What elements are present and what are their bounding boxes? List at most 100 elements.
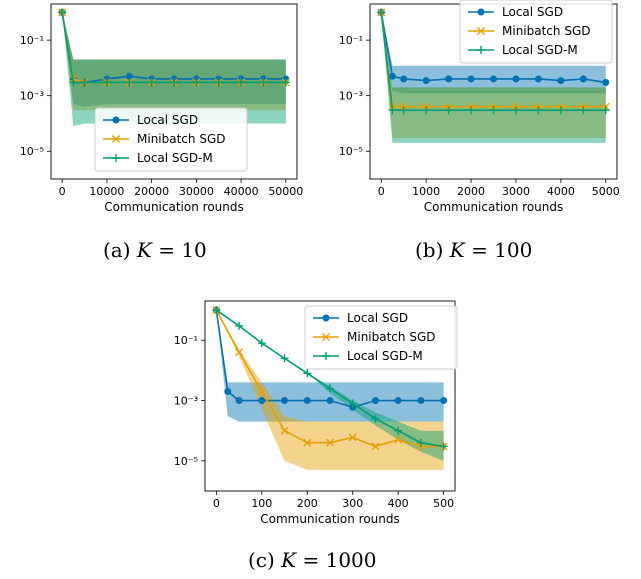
series-point-2-9 (416, 438, 425, 447)
x-tick-label-4: 400 (388, 497, 409, 510)
series-point-1-5 (326, 438, 334, 447)
series-point-2-8 (534, 106, 543, 115)
series-point-0-8 (534, 75, 542, 83)
series-point-0-9 (394, 397, 402, 405)
y-tick-label-1: 10⁻³ (20, 90, 44, 103)
legend-box (94, 107, 248, 172)
series-point-0-3 (258, 397, 266, 405)
legend: Local SGD Minibatch SGD Local SGD-M (459, 0, 613, 64)
x-axis-label: Communication rounds (424, 200, 564, 214)
series-point-2-2 (399, 106, 408, 115)
series-point-0-5 (303, 397, 311, 405)
y-tick-label-0: 10⁻¹ (20, 34, 44, 47)
series-point-1-3 (280, 426, 289, 435)
x-tick-label-1: 10000 (89, 185, 124, 198)
caption-k100: (b) K = 100 (415, 238, 532, 262)
plot-frame (50, 3, 298, 180)
series-point-0-4 (125, 72, 133, 80)
caption-k1000-var: K (281, 548, 297, 572)
band-0 (216, 310, 444, 422)
series-point-2-4 (125, 78, 134, 87)
series-point-2-4 (444, 106, 453, 115)
plot-frame (204, 300, 456, 492)
series-point-2-10 (439, 442, 448, 451)
series-point-2-7 (371, 414, 380, 423)
series-point-2-5 (147, 78, 156, 87)
series-point-0-9 (557, 77, 565, 85)
series-point-2-11 (601, 106, 610, 115)
series-point-0-5 (467, 75, 475, 83)
band-2 (62, 12, 286, 127)
x-tick-label-3: 3000 (502, 185, 530, 198)
y-tick-label-2: 10⁻⁵ (174, 455, 198, 468)
y-tick-label-0: 10⁻¹ (339, 34, 363, 47)
series-point-2-1 (235, 321, 244, 330)
series-point-1-4 (303, 438, 312, 447)
series-point-2-5 (467, 106, 476, 115)
legend-marker-1 (477, 27, 485, 35)
series-point-2-6 (489, 106, 498, 115)
legend-label-0: Local SGD (347, 311, 408, 325)
series-point-2-5 (326, 384, 334, 393)
chart-k10: 0 10000 20000 30000 40000 50000 10⁻¹ 10⁻³ 10⁻⁵ Co… (20, 3, 303, 214)
series-point-2-7 (192, 78, 201, 87)
caption-k1000-suffix: = 1000 (296, 548, 377, 572)
series-point-0-8 (371, 397, 379, 405)
series-point-2-9 (556, 106, 565, 115)
x-tick-label-1: 100 (251, 497, 272, 510)
series-point-2-7 (511, 106, 520, 115)
legend-box (304, 305, 458, 370)
series-point-2-3 (102, 78, 111, 87)
legend-label-0: Local SGD (137, 113, 198, 127)
series-point-2-0 (377, 8, 386, 17)
caption-k10-var: K (136, 238, 152, 262)
legend-marker-2 (477, 46, 485, 54)
x-tick-label-2: 200 (297, 497, 318, 510)
caption-k100-suffix: = 100 (464, 238, 533, 262)
legend-marker-0 (477, 8, 485, 16)
legend-label-0: Local SGD (502, 5, 563, 19)
chart-k100: 0 1000 2000 3000 4000 5000 10⁻¹ 10⁻³ 10⁻⁵ Communi… (339, 0, 620, 214)
chart-k1000: 0 100 200 300 400 500 10⁻¹ 10⁻³ 10⁻⁵ Communicatio… (174, 300, 458, 526)
series-point-0-2 (235, 397, 243, 405)
x-tick-label-4: 4000 (547, 185, 575, 198)
x-tick-label-0: 0 (59, 185, 66, 198)
legend-marker-2 (112, 154, 120, 162)
series-point-0-11 (602, 78, 610, 86)
series-point-0-1 (224, 387, 232, 395)
y-tick-label-1: 10⁻³ (174, 395, 198, 408)
x-tick-label-4: 40000 (224, 185, 259, 198)
y-tick-label-2: 10⁻⁵ (339, 145, 363, 158)
legend-marker-0 (322, 314, 330, 322)
caption-k10-prefix: (a) (103, 238, 137, 262)
plot-area (212, 306, 448, 470)
series-point-2-8 (214, 78, 223, 87)
series-point-1-1 (235, 348, 244, 357)
series-point-2-10 (259, 78, 268, 87)
series-point-2-8 (394, 426, 403, 435)
x-tick-label-1: 1000 (412, 185, 440, 198)
series-point-2-10 (579, 106, 588, 115)
band-2 (216, 310, 444, 461)
legend: Local SGD Minibatch SGD Local SGD-M (304, 305, 458, 370)
legend-label-1: Minibatch SGD (347, 330, 435, 344)
x-tick-label-3: 300 (342, 497, 363, 510)
series-point-1-2 (257, 387, 266, 396)
series-point-0-11 (440, 397, 448, 405)
plot-area (377, 8, 610, 143)
series-point-0-10 (417, 397, 425, 405)
legend-marker-1 (112, 135, 120, 143)
caption-k100-prefix: (b) (415, 238, 450, 262)
x-tick-label-5: 5000 (592, 185, 620, 198)
x-tick-label-5: 500 (433, 497, 454, 510)
series-point-2-0 (58, 8, 67, 17)
series-point-2-6 (348, 399, 357, 408)
band-1 (62, 12, 286, 111)
y-tick-label-1: 10⁻³ (339, 90, 363, 103)
band-1 (216, 310, 444, 470)
series-point-0-4 (445, 75, 453, 83)
legend-marker-1 (322, 333, 330, 341)
series-line-1 (380, 12, 606, 108)
series-point-0-1 (388, 72, 396, 80)
caption-k10-suffix: = 10 (151, 238, 207, 262)
